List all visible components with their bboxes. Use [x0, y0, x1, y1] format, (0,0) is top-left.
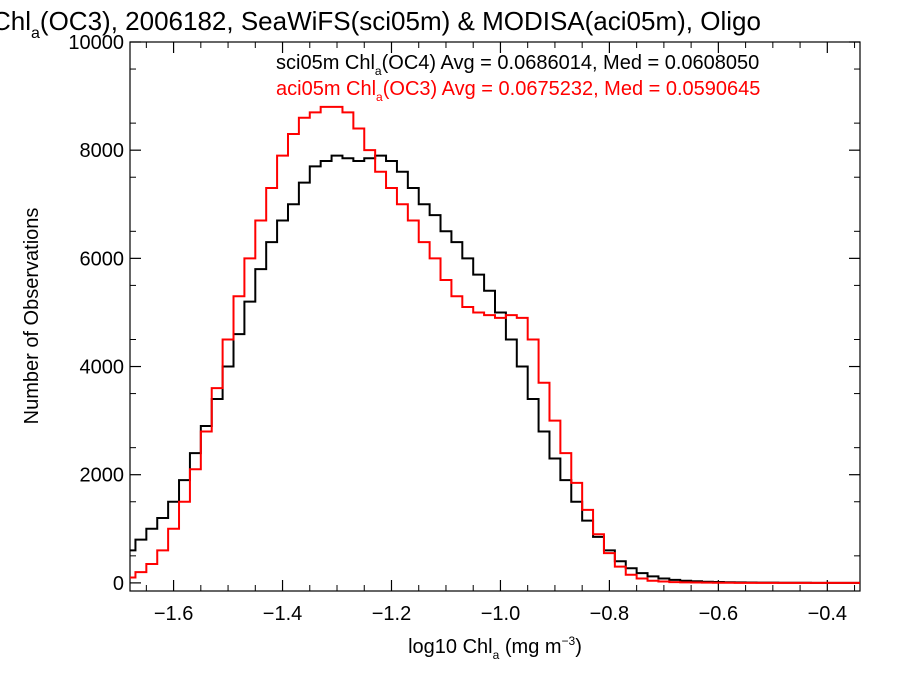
x-tick-label: −1.6	[154, 603, 193, 625]
axis-ticks	[130, 41, 860, 591]
chart-title: Chla(OC3), 2006182, SeaWiFS(sci05m) & MO…	[0, 6, 761, 42]
y-tick-labels: 0 2000 4000 6000 8000 10000	[68, 32, 124, 595]
x-tick-label: −0.8	[590, 603, 629, 625]
series-layer	[130, 105, 860, 584]
x-tick-labels: −1.6 −1.4 −1.2 −1.0 −0.8 −0.6 −0.4	[154, 603, 847, 625]
y-axis-label: Number of Observations	[21, 208, 43, 425]
y-tick-label: 4000	[80, 357, 125, 379]
x-tick-label: −0.6	[699, 603, 738, 625]
series-line-sci05m	[130, 154, 860, 584]
y-tick-label: 10000	[68, 32, 124, 54]
x-axis-label: log10 Chla (mg m−3)	[408, 634, 582, 662]
x-tick-label: −0.4	[808, 603, 847, 625]
y-tick-label: 8000	[80, 140, 125, 162]
legend-entry-aci05m: aci05m Chla(OC3) Avg = 0.0675232, Med = …	[276, 78, 760, 104]
legend-entry-sci05m: sci05m Chla(OC4) Avg = 0.0686014, Med = …	[276, 52, 759, 78]
plot-frame	[129, 41, 861, 592]
x-tick-label: −1.4	[263, 603, 302, 625]
y-tick-label: 0	[113, 573, 124, 595]
x-tick-label: −1.2	[372, 603, 411, 625]
x-tick-label: −1.0	[481, 603, 520, 625]
y-tick-label: 6000	[80, 248, 125, 270]
y-tick-label: 2000	[80, 465, 125, 487]
series-line-aci05m	[130, 105, 860, 584]
